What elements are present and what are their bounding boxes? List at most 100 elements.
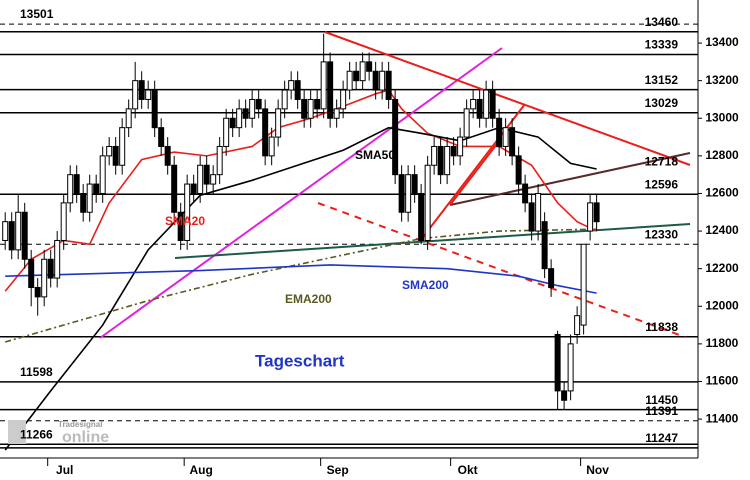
candle-body: [80, 192, 87, 213]
indicator-line: [4, 228, 597, 343]
candle-body: [541, 221, 548, 270]
candle-body: [307, 98, 314, 119]
candle-body: [574, 315, 581, 335]
candle-body: [567, 343, 574, 392]
candle-body: [184, 183, 191, 241]
candle-body: [2, 221, 9, 241]
candle-body: [73, 174, 80, 194]
y-tick-label: 12200: [705, 261, 739, 275]
candle-body: [112, 145, 119, 166]
candle-body: [93, 183, 100, 194]
x-tick-label: Nov: [586, 463, 609, 477]
logo-text: online: [62, 429, 109, 446]
y-tick-label: 11600: [706, 374, 739, 388]
candle-body: [21, 211, 28, 260]
candle-body: [67, 174, 74, 204]
candle-body: [463, 108, 470, 138]
candle-body: [294, 80, 301, 100]
level-label: 12718: [645, 154, 679, 168]
candle-body: [411, 174, 418, 194]
candle-body: [177, 211, 184, 241]
candle-body: [320, 61, 327, 110]
candle-body: [340, 89, 347, 110]
level-label: 11391: [645, 404, 678, 418]
candle-body: [99, 155, 106, 194]
candle-body: [158, 127, 165, 147]
y-tick-label: 12000: [705, 298, 739, 312]
candle-body: [450, 145, 457, 157]
candle-body: [489, 89, 496, 119]
y-tick-label: 12400: [705, 223, 739, 237]
candle-body: [548, 268, 555, 288]
candle-body: [483, 89, 490, 119]
trendline: [174, 223, 691, 259]
level-label: 11266: [20, 427, 53, 441]
candle-body: [106, 145, 113, 157]
level-label: 13029: [645, 96, 679, 110]
x-tick-label: Jul: [56, 463, 73, 477]
series-label: SMA20: [165, 214, 205, 228]
y-tick-label: 13000: [705, 110, 739, 124]
candle-body: [15, 211, 22, 251]
trendline: [324, 31, 691, 166]
candle-body: [132, 80, 139, 110]
trendlines: [99, 31, 691, 339]
candle-body: [54, 239, 61, 279]
candle-body: [119, 127, 126, 166]
y-tick-label: 12800: [705, 148, 739, 162]
candle-body: [580, 243, 587, 326]
candle-body: [587, 202, 594, 232]
candles: [2, 33, 600, 410]
candle-body: [41, 258, 48, 298]
level-label: 13152: [645, 73, 679, 87]
candle-body: [210, 174, 217, 185]
series-label: EMA200: [285, 292, 332, 306]
logo: Tradesignal online: [8, 420, 109, 446]
level-label: 13460: [645, 15, 679, 29]
candle-body: [327, 61, 334, 119]
candle-body: [28, 258, 35, 288]
candle-body: [216, 145, 223, 176]
y-tick-label: 13200: [705, 73, 739, 87]
candle-body: [366, 61, 373, 72]
candle-body: [281, 89, 288, 110]
chart-title: Tageschart: [255, 351, 345, 370]
candle-body: [34, 286, 41, 298]
candle-body: [457, 136, 464, 157]
level-label: 11838: [645, 320, 678, 334]
level-label: 11247: [645, 431, 678, 445]
candle-body: [242, 108, 249, 119]
candle-body: [437, 145, 444, 176]
candle-body: [301, 98, 308, 119]
candle-body: [60, 202, 67, 241]
candle-body: [223, 117, 230, 147]
level-label: 12330: [645, 227, 679, 241]
indicator-line: [4, 126, 597, 451]
x-tick-label: Okt: [458, 463, 478, 477]
axes: 13501 13460 13339 13152 13029 12718 12596 12330…: [20, 7, 739, 477]
candle-body: [346, 70, 353, 91]
level-label: 11450: [645, 393, 678, 407]
y-tick-label: 11800: [706, 336, 739, 350]
candle-body: [353, 70, 360, 82]
candle-body: [8, 221, 15, 251]
x-tick-label: Aug: [190, 463, 213, 477]
candle-body: [275, 108, 282, 138]
candle-body: [372, 70, 379, 91]
candle-body: [379, 70, 386, 91]
candle-body: [138, 80, 145, 100]
candle-body: [554, 333, 561, 392]
candle-body: [229, 117, 236, 129]
candle-body: [476, 98, 483, 119]
trendline: [449, 139, 501, 206]
series-label: SMA200: [402, 278, 449, 292]
level-label: 13339: [645, 38, 679, 52]
candle-body: [190, 183, 197, 194]
candle-body: [262, 108, 269, 157]
candle-body: [509, 127, 516, 157]
candle-body: [314, 98, 321, 110]
candle-body: [268, 136, 275, 157]
candle-body: [288, 80, 295, 91]
trendline: [419, 103, 526, 242]
